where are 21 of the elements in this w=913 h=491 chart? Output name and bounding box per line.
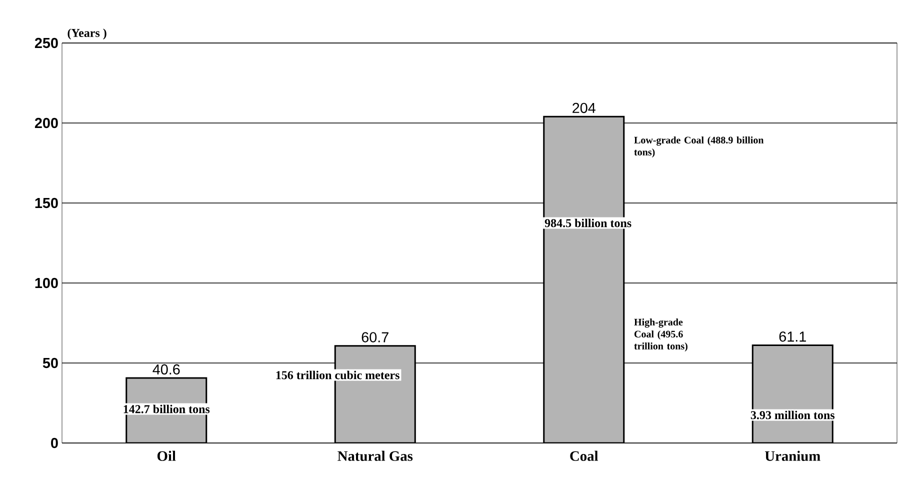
data-label: 61.1 bbox=[779, 332, 806, 342]
data-label: 60.7 bbox=[362, 332, 388, 342]
x-tick-label: Natural Gas bbox=[338, 450, 413, 461]
x-tick-label: Uranium bbox=[764, 450, 820, 461]
x-tick-label: Oil bbox=[157, 450, 176, 461]
y-tick-label: 0 bbox=[51, 438, 58, 448]
annotation: 142.7 billion tons bbox=[124, 404, 210, 414]
annotation: 3.93 million tons bbox=[750, 410, 835, 420]
y-tick-label: 50 bbox=[42, 358, 58, 368]
annotation: 156 trillion cubic meters bbox=[276, 370, 400, 380]
data-label: 40.6 bbox=[152, 364, 180, 375]
y-tick-label: 100 bbox=[35, 278, 58, 288]
annotation: Low-grade Coal (488.9 billion tons) bbox=[634, 136, 764, 158]
y-tick-label: 150 bbox=[35, 198, 58, 208]
annotation: 984.5 billion tons bbox=[544, 218, 632, 228]
x-tick-label: Coal bbox=[570, 450, 598, 461]
y-axis-title: (Years ) bbox=[68, 28, 106, 40]
y-tick-label: 200 bbox=[34, 118, 58, 128]
y-tick-label: 250 bbox=[34, 38, 58, 48]
data-label: 204 bbox=[572, 102, 596, 114]
annotation: High-grade Coal (495.6 trillion tons) bbox=[634, 318, 688, 352]
